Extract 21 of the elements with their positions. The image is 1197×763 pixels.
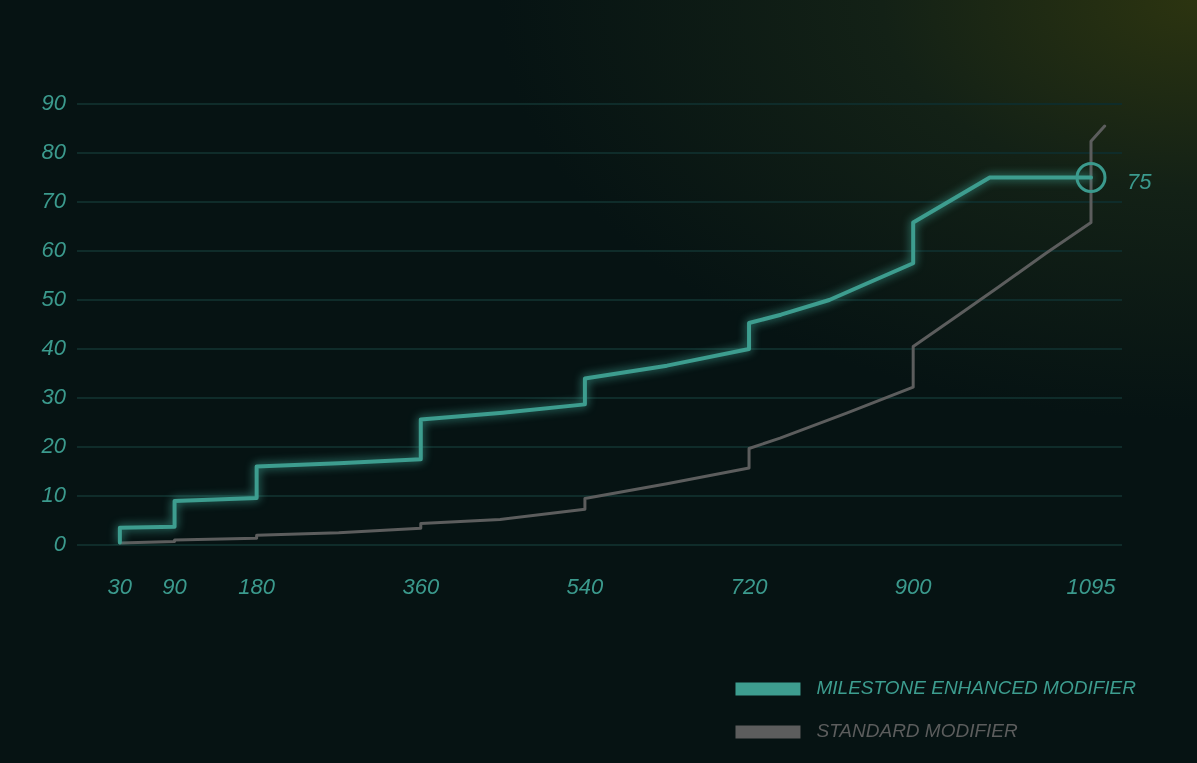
y-tick-label: 0 bbox=[53, 531, 67, 557]
annotation: 75 bbox=[1127, 168, 1153, 194]
x-tick-label: 30 bbox=[107, 574, 133, 600]
y-tick-label: 80 bbox=[41, 139, 67, 165]
y-tick-label: 90 bbox=[41, 90, 67, 116]
y-tick-label: 40 bbox=[41, 335, 67, 361]
x-tick-label: 900 bbox=[894, 574, 933, 600]
x-tick-label: 90 bbox=[162, 574, 188, 600]
x-tick-label: 180 bbox=[238, 574, 276, 600]
legend-label: MILESTONE ENHANCED MODIFIER bbox=[816, 677, 1137, 699]
legend-label: STANDARD MODIFIER bbox=[816, 720, 1019, 742]
y-tick-label: 10 bbox=[41, 482, 67, 508]
x-tick-label: 1095 bbox=[1066, 574, 1117, 600]
y-tick-label: 20 bbox=[40, 433, 67, 459]
y-tick-label: 60 bbox=[41, 237, 67, 263]
x-tick-label: 540 bbox=[566, 574, 605, 600]
y-tick-label: 70 bbox=[41, 188, 67, 214]
x-tick-label: 720 bbox=[730, 574, 769, 600]
x-tick-label: 360 bbox=[402, 574, 440, 600]
y-tick-label: 50 bbox=[41, 286, 67, 312]
y-tick-label: 30 bbox=[41, 384, 67, 410]
